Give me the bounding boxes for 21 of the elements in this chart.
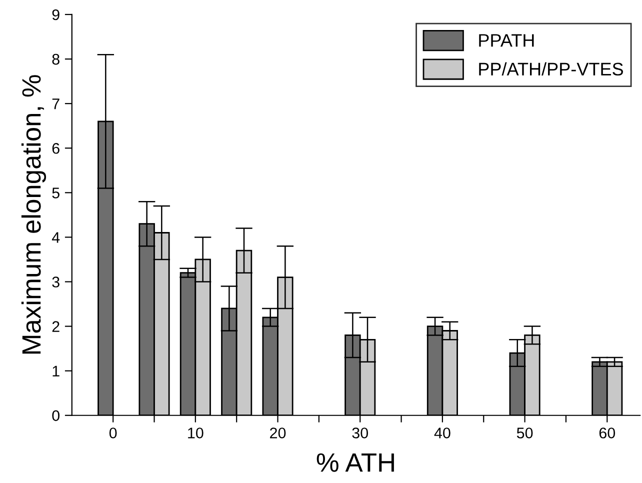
y-tick-label: 6 — [52, 142, 60, 154]
y-tick-label: 1 — [52, 366, 60, 376]
x-tick-label: 40 — [434, 428, 450, 438]
x-tick-label: 0 — [109, 428, 117, 438]
x-tick-label: 30 — [352, 428, 368, 438]
y-axis-title: Maximum elongation, % — [21, 75, 46, 354]
y-tick-label: 3 — [52, 276, 60, 288]
y-tick-label: 7 — [52, 98, 60, 110]
y-tick-label: 8 — [52, 54, 60, 65]
x-tick-label: 60 — [599, 428, 616, 438]
x-axis-title: % ATH — [316, 453, 394, 472]
x-tick-label: 10 — [188, 428, 204, 438]
legend-label: PP/ATH/PP-VTES — [479, 62, 623, 76]
y-tick-label: 4 — [52, 232, 60, 243]
y-tick-label: 5 — [52, 188, 60, 198]
y-tick-label: 2 — [52, 321, 60, 332]
legend-label: PPATH — [479, 34, 534, 47]
x-tick-label: 20 — [270, 428, 286, 438]
x-tick-label: 50 — [516, 428, 533, 438]
y-tick-label: 0 — [52, 410, 60, 422]
y-tick-label: 9 — [52, 9, 60, 20]
